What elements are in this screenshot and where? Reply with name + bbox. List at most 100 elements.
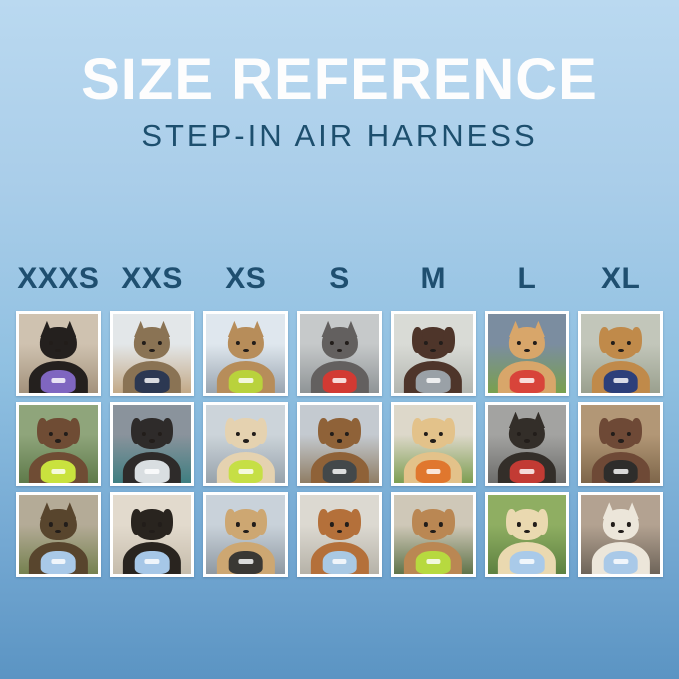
pet-eye xyxy=(626,522,631,527)
harness-vest xyxy=(603,460,638,484)
harness-vest xyxy=(228,369,264,393)
pet-eye xyxy=(439,522,444,527)
photo-xl-row3 xyxy=(578,492,664,577)
pet-eye xyxy=(610,522,615,527)
pet-ear-right xyxy=(162,508,174,535)
pet-eye xyxy=(626,431,631,436)
page-title: SIZE REFERENCE xyxy=(81,47,598,112)
pet-ear-left xyxy=(411,327,423,354)
pet-eye xyxy=(64,431,69,436)
pet-nose xyxy=(242,439,249,443)
pet-nose xyxy=(430,439,437,443)
harness-vest xyxy=(415,551,451,574)
pet-ear-right xyxy=(537,508,549,535)
harness-vest xyxy=(509,369,545,393)
pet-nose xyxy=(242,530,249,534)
photo-xs-row1 xyxy=(203,310,289,396)
pet-nose xyxy=(149,439,155,443)
pet-nose xyxy=(430,530,437,534)
size-label-s: S xyxy=(329,261,350,295)
pet-nose xyxy=(55,348,62,353)
pet-head xyxy=(602,508,639,541)
pet-eye xyxy=(157,341,162,346)
photo-xs-row3 xyxy=(203,492,289,577)
pet-eye xyxy=(251,431,256,436)
pet-ear-left xyxy=(318,508,330,535)
pet-eye xyxy=(157,522,162,527)
pet-nose xyxy=(524,348,530,353)
harness-vest xyxy=(415,369,451,393)
photo-xxxs-row2 xyxy=(16,401,101,487)
pet-photo xyxy=(19,495,98,574)
pet-eye xyxy=(610,341,615,346)
pet-eye xyxy=(439,341,444,346)
pet-head xyxy=(40,508,77,541)
pet-eye xyxy=(48,522,53,527)
page-subtitle: STEP-IN AIR HARNESS xyxy=(141,117,538,153)
pet-eye xyxy=(64,522,69,527)
harness-vest xyxy=(603,369,638,393)
photo-grid xyxy=(0,310,679,577)
pet-photo xyxy=(112,495,192,574)
pet-ear-right xyxy=(443,327,455,354)
pet-eye xyxy=(517,431,522,436)
harness-vest xyxy=(134,369,170,393)
size-label-xl: XL xyxy=(600,261,641,295)
pet-photo xyxy=(487,313,567,393)
harness-vest xyxy=(509,460,545,484)
harness-vest xyxy=(322,369,357,393)
pet-eye xyxy=(532,341,537,346)
pet-eye xyxy=(236,431,240,436)
harness-vest xyxy=(134,460,170,484)
photo-xxs-row2 xyxy=(109,401,195,487)
pet-photo xyxy=(393,404,473,484)
pet-eye xyxy=(517,522,522,527)
size-labels-row: XXXS XXS XS S M L XL xyxy=(0,262,679,296)
pet-eye xyxy=(345,341,350,346)
pet-head xyxy=(133,327,171,359)
size-label-xs: XS xyxy=(225,261,267,295)
pet-eye xyxy=(626,341,631,346)
pet-eye xyxy=(423,431,428,436)
photo-l-row2 xyxy=(484,401,570,487)
pet-eye xyxy=(345,522,350,527)
pet-nose xyxy=(149,530,155,534)
pet-ear-right xyxy=(630,417,642,444)
photo-m-row2 xyxy=(390,401,476,487)
pet-eye xyxy=(532,431,537,436)
photo-s-row3 xyxy=(297,492,382,577)
pet-ear-right xyxy=(349,508,361,535)
pet-photo xyxy=(581,404,661,484)
pet-ear-left xyxy=(224,417,236,444)
pet-ear-right xyxy=(256,508,268,535)
pet-eye xyxy=(48,341,53,346)
pet-nose xyxy=(336,530,343,534)
pet-eye xyxy=(157,431,162,436)
pet-photo xyxy=(487,404,567,484)
pet-nose xyxy=(430,348,437,353)
pet-head xyxy=(508,417,546,450)
pet-photo xyxy=(112,313,192,393)
pet-ear-right xyxy=(443,417,455,444)
pet-ear-left xyxy=(411,508,423,535)
photo-l-row3 xyxy=(484,492,570,577)
pet-ear-left xyxy=(318,417,330,444)
photo-xxs-row1 xyxy=(109,310,195,396)
pet-eye xyxy=(329,431,334,436)
pet-ear-left xyxy=(130,508,142,535)
pet-nose xyxy=(617,348,624,353)
pet-eye xyxy=(329,522,334,527)
pet-photo xyxy=(112,404,192,484)
harness-vest xyxy=(322,460,357,484)
size-label-xxs: XXS xyxy=(121,261,183,295)
pet-eye xyxy=(532,522,537,527)
pet-ear-left xyxy=(130,417,142,444)
pet-photo xyxy=(206,404,286,484)
pet-nose xyxy=(242,348,249,353)
pet-photo xyxy=(206,313,286,393)
harness-vest xyxy=(603,551,638,574)
photo-xxxs-row3 xyxy=(16,492,101,577)
harness-vest xyxy=(41,369,76,393)
pet-ear-left xyxy=(224,508,236,535)
